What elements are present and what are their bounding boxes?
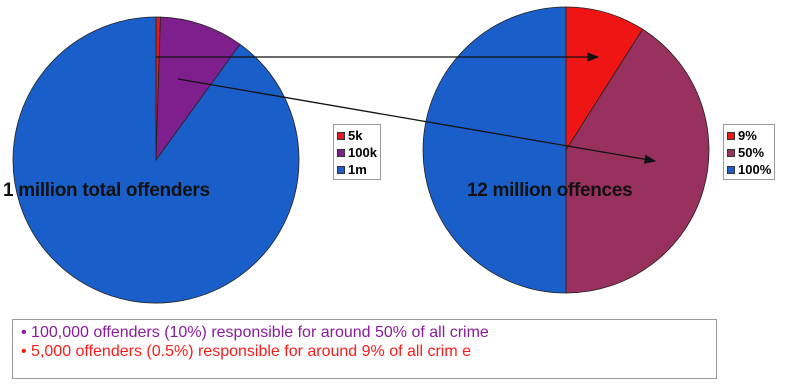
pie-slice-9pct <box>565 6 644 152</box>
annotation-line-100k: • 100,000 offenders (10%) responsible fo… <box>21 324 489 341</box>
legend-label: 9% <box>738 128 757 143</box>
pie-slice-100pct <box>422 6 567 294</box>
pie-slice-100k <box>155 16 241 162</box>
pie-title-offenders: 1 million total offenders <box>3 180 210 201</box>
legend-label: 100k <box>348 145 377 160</box>
annotation-box: • 100,000 offenders (10%) responsible fo… <box>12 319 717 379</box>
legend-label: 100% <box>738 162 772 177</box>
pie-offences <box>422 6 710 294</box>
annotation-line-5k: • 5,000 offenders (0.5%) responsible for… <box>21 343 471 360</box>
legend-offences: 9% 50% 100% <box>723 124 776 180</box>
legend-item: 100k <box>337 144 377 161</box>
legend-item: 100% <box>727 161 771 178</box>
legend-swatch <box>337 131 345 140</box>
legend-swatch <box>727 131 735 140</box>
pie-offenders <box>12 16 300 304</box>
legend-label: 1m <box>348 162 367 177</box>
legend-item: 5k <box>337 127 377 144</box>
arrow-to-50pct <box>177 78 657 164</box>
legend-item: 50% <box>727 144 771 161</box>
legend-offenders: 5k 100k 1m <box>333 124 381 180</box>
legend-label: 5k <box>348 128 363 143</box>
pie-slice-50pct <box>565 28 710 294</box>
legend-swatch <box>727 148 735 157</box>
pie-slice-1m <box>12 16 300 304</box>
legend-swatch <box>337 165 345 174</box>
legend-item: 1m <box>337 161 377 178</box>
legend-swatch <box>727 165 735 174</box>
legend-label: 50% <box>738 145 765 160</box>
legend-swatch <box>337 148 345 157</box>
legend-item: 9% <box>727 127 771 144</box>
pie-title-offences: 12 million offences <box>467 180 633 201</box>
